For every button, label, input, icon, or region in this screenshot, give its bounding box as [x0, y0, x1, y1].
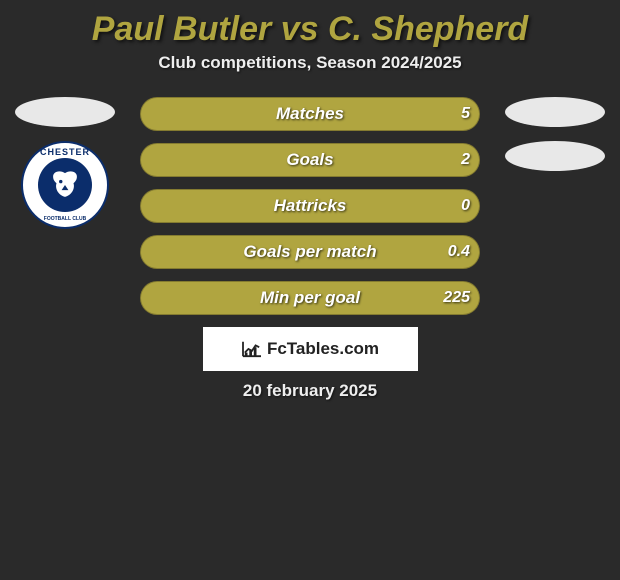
watermark: FcTables.com: [203, 327, 418, 371]
right-player-avatar-placeholder: [505, 97, 605, 127]
main-area: CHESTER FOOTBALL CLUB Matches 5 Goals 2 Hatt…: [0, 97, 620, 315]
stat-row: Min per goal 225: [140, 281, 480, 315]
right-club-badge-placeholder: [505, 141, 605, 171]
stat-right-value: 225: [443, 289, 470, 307]
infographic-container: Paul Butler vs C. Shepherd Club competit…: [0, 0, 620, 401]
watermark-text: FcTables.com: [267, 339, 379, 359]
stat-right-value: 0.4: [448, 243, 470, 261]
date-text: 20 february 2025: [0, 381, 620, 401]
subtitle: Club competitions, Season 2024/2025: [0, 53, 620, 73]
stat-row: Hattricks 0: [140, 189, 480, 223]
left-club-badge: CHESTER FOOTBALL CLUB: [21, 141, 109, 229]
stat-right-value: 2: [461, 151, 470, 169]
club-name-top: CHESTER: [23, 147, 107, 157]
stat-label: Goals per match: [243, 242, 376, 262]
wolf-icon: [48, 168, 82, 202]
stat-label: Goals: [286, 150, 333, 170]
stat-right-value: 0: [461, 197, 470, 215]
left-player-column: CHESTER FOOTBALL CLUB: [10, 97, 120, 229]
stat-label: Matches: [276, 104, 344, 124]
page-title: Paul Butler vs C. Shepherd: [0, 0, 620, 53]
stat-label: Hattricks: [274, 196, 347, 216]
stat-row: Matches 5: [140, 97, 480, 131]
stat-right-value: 5: [461, 105, 470, 123]
club-name-bottom: FOOTBALL CLUB: [23, 216, 107, 222]
right-player-column: [500, 97, 610, 185]
stat-bars: Matches 5 Goals 2 Hattricks 0 Goals per match 0…: [140, 97, 480, 315]
stat-row: Goals 2: [140, 143, 480, 177]
stat-row: Goals per match 0.4: [140, 235, 480, 269]
chart-icon: [241, 340, 263, 358]
left-player-avatar-placeholder: [15, 97, 115, 127]
stat-label: Min per goal: [260, 288, 360, 308]
club-badge-inner: [38, 158, 92, 212]
